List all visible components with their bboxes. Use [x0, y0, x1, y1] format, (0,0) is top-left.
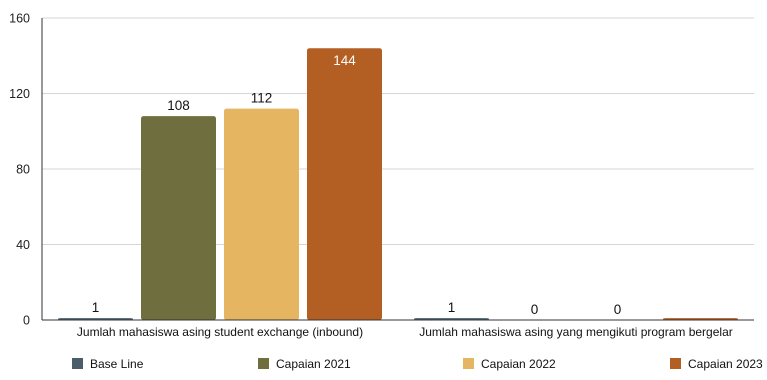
data-label: 108: [167, 98, 190, 113]
legend-swatch: [670, 358, 681, 369]
data-label: 1: [448, 300, 456, 315]
legend-swatch: [72, 358, 83, 369]
bars: [58, 48, 738, 321]
x-tick-label: Jumlah mahasiswa asing student exchange …: [77, 325, 363, 339]
data-labels: 1 108 112 144 1 0 0: [92, 53, 622, 317]
legend-label: Capaian 2022: [481, 357, 556, 371]
data-label: 144: [333, 53, 356, 68]
legend-label: Capaian 2023: [688, 357, 763, 371]
legend-swatch: [463, 358, 474, 369]
bar: [307, 48, 382, 320]
bar: [141, 116, 216, 321]
y-tick-label: 0: [23, 314, 30, 328]
y-tick-label: 120: [9, 87, 30, 101]
y-tick-label: 80: [16, 163, 30, 177]
data-label: 0: [614, 302, 622, 317]
bar: [224, 108, 299, 320]
data-label: 0: [531, 302, 539, 317]
data-label: 1: [92, 300, 100, 315]
y-tick-label: 160: [9, 12, 30, 26]
legend: Base Line Capaian 2021 Capaian 2022 Capaian…: [72, 357, 763, 371]
x-tick-label: Jumlah mahasiswa asing yang mengikuti pr…: [419, 325, 733, 339]
y-tick-label: 40: [16, 238, 30, 252]
axes: 0 40 80 120 160 Jumlah mahasiswa asing studen…: [9, 12, 754, 339]
legend-label: Capaian 2021: [276, 357, 351, 371]
data-label: 112: [251, 91, 273, 106]
legend-label: Base Line: [90, 357, 144, 371]
legend-swatch: [258, 358, 269, 369]
